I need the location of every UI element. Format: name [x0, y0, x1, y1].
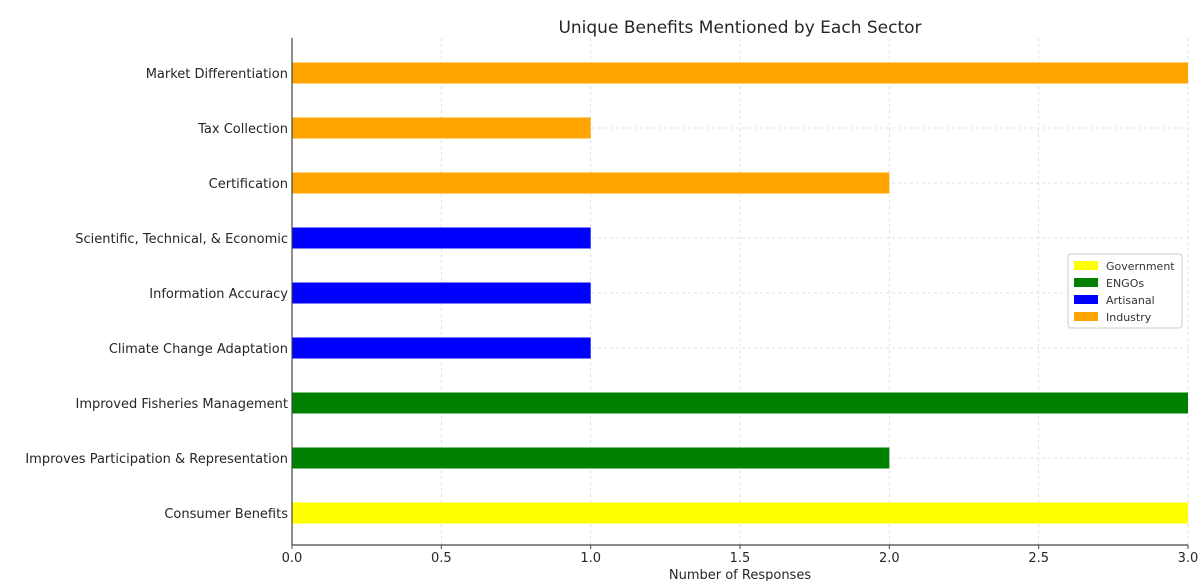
legend-box: [1067, 253, 1183, 329]
bars: [292, 62, 1188, 524]
y-tick-label: Market Differentiation: [146, 67, 288, 82]
chart-title: Unique Benefits Mentioned by Each Sector: [558, 18, 921, 38]
x-tick-label: 2.5: [1028, 551, 1049, 566]
bar: [292, 62, 1188, 84]
bar: [292, 117, 591, 139]
y-tick-label: Climate Change Adaptation: [109, 342, 288, 357]
y-tick-label: Certification: [209, 177, 288, 192]
legend-swatch: [1074, 278, 1098, 287]
x-tick-label: 1.0: [580, 551, 601, 566]
bar: [292, 172, 890, 194]
legend-swatch: [1074, 261, 1098, 270]
x-tick-labels: 0.0 0.5 1.0 1.5 2.0 2.5 3.0: [282, 545, 1199, 566]
bar: [292, 502, 1188, 524]
bar: [292, 282, 591, 304]
y-tick-label: Improved Fisheries Management: [76, 397, 289, 412]
y-tick-label: Information Accuracy: [149, 287, 288, 302]
bar: [292, 447, 890, 469]
y-tick-label: Scientific, Technical, & Economic: [75, 232, 288, 247]
y-tick-label: Improves Participation & Representation: [25, 452, 288, 467]
y-tick-label: Tax Collection: [197, 122, 288, 137]
x-tick-label: 2.0: [879, 551, 900, 566]
legend: Government ENGOs Artisanal Industry: [1067, 253, 1183, 329]
y-tick-label: Consumer Benefits: [164, 507, 288, 522]
x-tick-label: 0.0: [282, 551, 303, 566]
legend-label: Government: [1106, 260, 1175, 273]
legend-label: Industry: [1106, 311, 1152, 324]
x-tick-label: 1.5: [730, 551, 751, 566]
y-tick-labels: Market Differentiation Tax Collection Cert…: [25, 67, 288, 522]
bar: [292, 392, 1188, 414]
legend-label: Artisanal: [1106, 294, 1155, 307]
legend-label: ENGOs: [1106, 277, 1144, 290]
legend-swatch: [1074, 312, 1098, 321]
bar: [292, 227, 591, 249]
x-tick-label: 0.5: [431, 551, 452, 566]
x-axis-label: Number of Responses: [669, 568, 811, 581]
legend-swatch: [1074, 295, 1098, 304]
x-tick-label: 3.0: [1178, 551, 1199, 566]
bar: [292, 337, 591, 359]
